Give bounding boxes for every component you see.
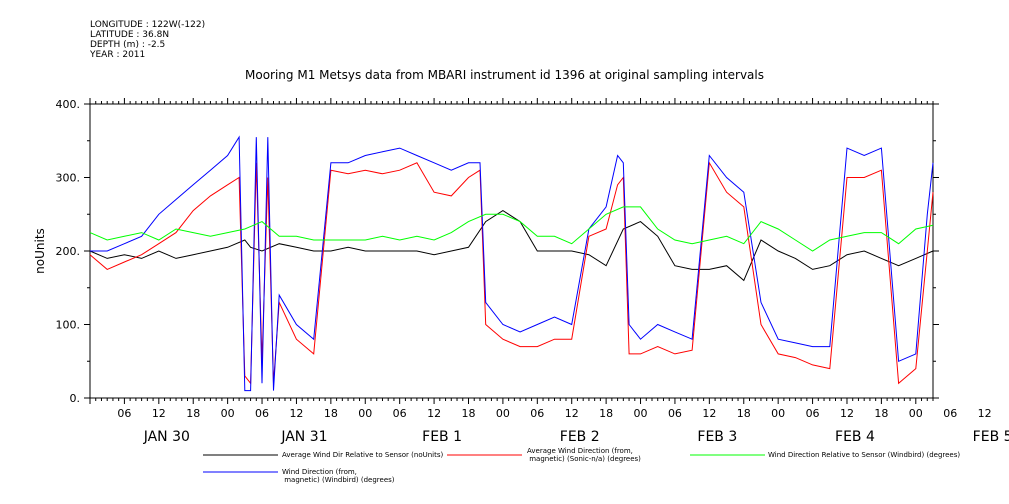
y-tick-label: 100. <box>56 319 81 332</box>
x-hour-label: 12 <box>152 407 166 420</box>
x-day-label: FEB 3 <box>697 429 737 445</box>
y-axis-label: noUnits <box>33 228 47 274</box>
x-hour-label: 00 <box>634 407 648 420</box>
x-hour-label: 18 <box>461 407 475 420</box>
x-hour-label: 06 <box>943 407 957 420</box>
x-hour-label: 06 <box>117 407 131 420</box>
longitude-text: LONGITUDE : 122W(-122) <box>90 20 206 30</box>
x-hour-label: 06 <box>393 407 407 420</box>
series-line-1 <box>89 161 934 385</box>
legend-label-avg-dir-rel: Average Wind Dir Relative to Sensor (noU… <box>282 451 444 459</box>
x-day-label: FEB 5 <box>973 429 1009 445</box>
x-day-label: FEB 1 <box>422 429 462 445</box>
x-hour-label: 18 <box>737 407 751 420</box>
x-day-label: JAN 30 <box>143 429 190 445</box>
x-hour-label: 06 <box>255 407 269 420</box>
x-day-label: FEB 4 <box>835 429 875 445</box>
x-hour-label: 06 <box>530 407 544 420</box>
x-day-label: JAN 31 <box>280 429 327 445</box>
x-hour-label: 12 <box>565 407 579 420</box>
x-hour-label: 06 <box>806 407 820 420</box>
x-hour-label: 18 <box>874 407 888 420</box>
depth-text: DEPTH (m) : -2.5 <box>90 40 166 50</box>
y-tick-label: 0. <box>70 392 81 405</box>
y-tick-label: 400. <box>56 98 81 111</box>
x-hour-label: 18 <box>599 407 613 420</box>
x-hour-label: 06 <box>668 407 682 420</box>
y-tick-label: 300. <box>56 172 81 185</box>
x-hour-label: 12 <box>289 407 303 420</box>
x-hour-label: 00 <box>771 407 785 420</box>
x-hour-label: 12 <box>702 407 716 420</box>
series-line-0 <box>89 210 934 282</box>
legend-label-windbird-rel: Wind Direction Relative to Sensor (Windb… <box>768 451 961 459</box>
latitude-text: LATITUDE : 36.8N <box>90 30 170 40</box>
chart-title: Mooring M1 Metsys data from MBARI instru… <box>245 68 764 82</box>
series-line-3 <box>89 206 934 252</box>
metadata-block: LONGITUDE : 122W(-122) LATITUDE : 36.8N … <box>90 20 205 60</box>
year-text: YEAR : 2011 <box>90 50 146 60</box>
legend-label-avg-dir-mag: Average Wind Direction (from, magnetic) … <box>527 447 641 463</box>
plot-frame <box>89 103 934 399</box>
x-hour-label: 12 <box>840 407 854 420</box>
x-day-label: FEB 2 <box>560 429 600 445</box>
series-line-2 <box>90 135 934 392</box>
legend-label-windbird-mag: Wind Direction (from, magnetic) (Windbir… <box>282 468 395 484</box>
x-hour-label: 18 <box>324 407 338 420</box>
x-hour-label: 12 <box>978 407 992 420</box>
x-hour-label: 00 <box>496 407 510 420</box>
x-hour-label: 00 <box>358 407 372 420</box>
x-hour-label: 00 <box>221 407 235 420</box>
x-hour-label: 00 <box>909 407 923 420</box>
y-tick-label: 200. <box>56 245 81 258</box>
x-hour-label: 18 <box>186 407 200 420</box>
x-hour-label: 12 <box>427 407 441 420</box>
